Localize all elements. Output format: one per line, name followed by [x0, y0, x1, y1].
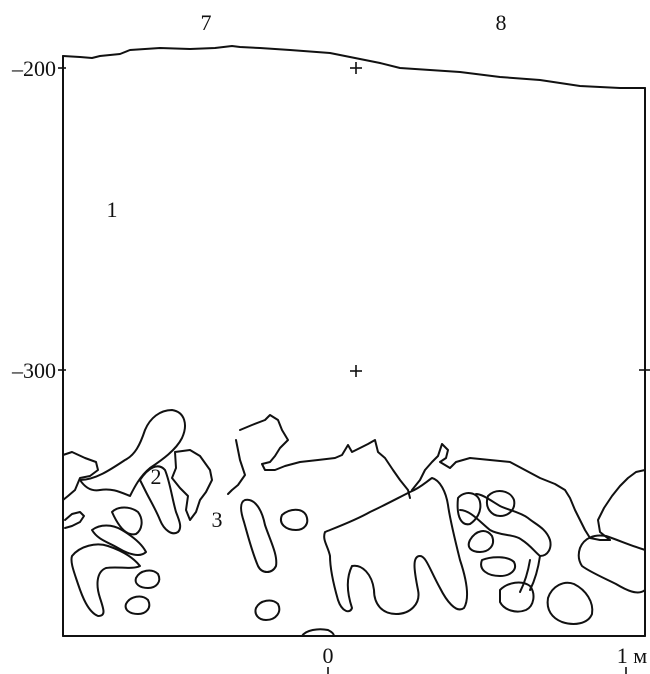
unit-label-3: 3 — [212, 507, 223, 532]
contour-band — [467, 530, 494, 553]
column-label-8: 8 — [496, 10, 507, 35]
contour-band — [91, 524, 147, 556]
column-label-7: 7 — [201, 10, 212, 35]
contour-band — [79, 409, 186, 497]
contour-band — [171, 449, 213, 521]
depth-label-300: –300 — [11, 358, 56, 383]
cross-mark-upper — [350, 62, 362, 74]
contour-band — [519, 555, 541, 593]
contour-band — [323, 477, 468, 615]
contour-band — [64, 511, 85, 529]
surface-line — [62, 45, 646, 89]
contour-band — [111, 506, 143, 536]
contour-band — [597, 469, 646, 541]
contour-band — [456, 492, 482, 526]
contour-band — [227, 439, 246, 495]
contour-band — [546, 581, 594, 625]
contour-band — [239, 414, 411, 499]
contour-band — [240, 498, 278, 573]
contour-band — [480, 556, 516, 577]
contour-band — [134, 569, 161, 589]
contour-band — [62, 451, 99, 501]
scale-label-zero: 0 — [323, 643, 334, 668]
cross-mark-lower — [350, 365, 362, 377]
unit-label-1: 1 — [107, 197, 118, 222]
contour-band — [459, 493, 552, 557]
contour-band — [70, 543, 141, 617]
unit-label-2: 2 — [151, 464, 162, 489]
scale-label-one-meter: 1 м — [617, 643, 648, 668]
contour-band — [301, 628, 335, 637]
contour-band — [280, 508, 309, 531]
contour-band — [139, 465, 182, 535]
contour-band — [411, 443, 611, 541]
contour-band — [577, 534, 646, 594]
contour-band — [499, 581, 535, 613]
contour-band — [486, 490, 516, 517]
depth-label-200: –200 — [11, 56, 56, 81]
contour-band — [254, 599, 281, 621]
contour-band — [124, 595, 151, 615]
